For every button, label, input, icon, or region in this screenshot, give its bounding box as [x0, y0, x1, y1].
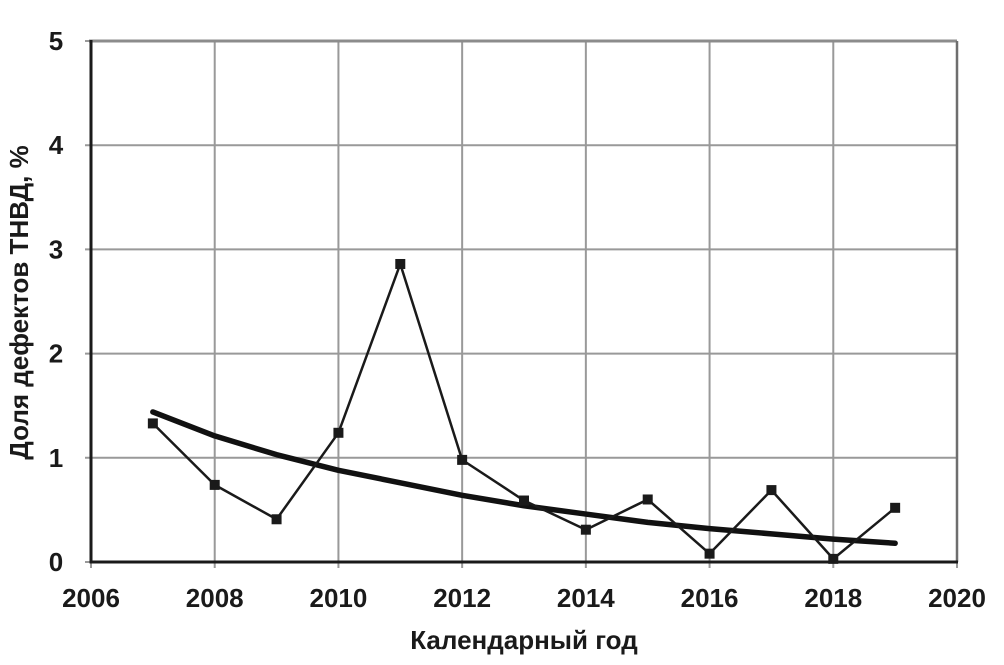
data-point-marker [642, 494, 653, 505]
grid-layer [85, 40, 958, 568]
x-tick-label: 2012 [433, 583, 491, 613]
y-tick-label: 3 [49, 234, 63, 264]
data-point-marker [828, 553, 839, 564]
tick-label-layer: 0 1 2 3 4 5 2006 2008 2010 2012 2014 2016 2018 2020 [49, 26, 986, 613]
data-point-marker [395, 258, 406, 269]
data-point-marker [147, 418, 158, 429]
x-tick-label: 2020 [928, 583, 986, 613]
y-tick-label: 1 [49, 443, 63, 473]
data-point-marker [333, 427, 344, 438]
data-point-marker [457, 454, 468, 465]
plot-border [89, 39, 959, 564]
x-tick-label: 2016 [681, 583, 739, 613]
data-point-marker [890, 502, 901, 513]
data-point-marker [580, 524, 591, 535]
data-point-marker [704, 548, 715, 559]
x-tick-label: 2006 [62, 583, 120, 613]
y-tick-label: 5 [49, 26, 63, 56]
x-axis-title: Календарный год [410, 625, 638, 655]
trend-line [150, 409, 898, 546]
data-point-marker [519, 495, 529, 506]
y-tick-label: 0 [49, 547, 63, 577]
data-line [151, 262, 897, 561]
x-tick-label: 2014 [557, 583, 615, 613]
y-axis-title: Доля дефектов ТНВД, % [4, 145, 34, 460]
x-tick-label: 2010 [310, 583, 368, 613]
y-tick-label: 4 [49, 130, 64, 160]
series-layer [147, 258, 901, 564]
data-point-marker [766, 485, 777, 496]
data-point-marker [209, 479, 220, 490]
data-point-marker [271, 514, 282, 525]
y-tick-label: 2 [49, 339, 63, 369]
x-tick-label: 2008 [186, 583, 244, 613]
x-tick-label: 2018 [804, 583, 862, 613]
